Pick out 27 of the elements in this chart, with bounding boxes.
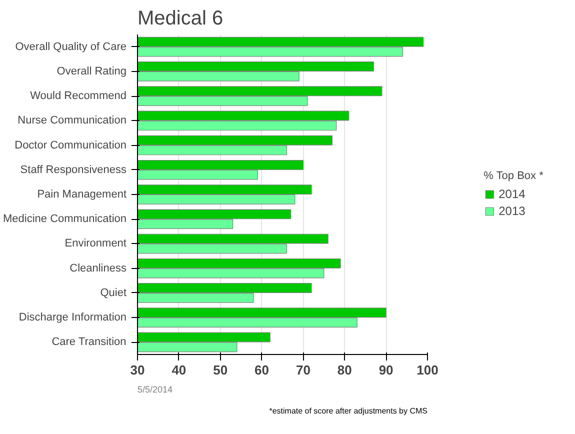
text: *estimate of score after adjustments by CMS xyxy=(269,406,428,416)
y-tick-label: Quiet xyxy=(100,286,127,299)
y-tick-label: Discharge Information xyxy=(18,312,127,324)
y-tick-label: Doctor Communication xyxy=(14,139,126,152)
legend-label: 2014 xyxy=(498,187,526,201)
y-tick-label: Would Recommend xyxy=(30,90,127,102)
chart-title: Medical 6 xyxy=(138,8,224,30)
y-tick-label: Pain Management xyxy=(37,188,127,200)
y-tick-label: Medicine Communication xyxy=(3,213,126,226)
y-tick-label: Staff Responsiveness xyxy=(20,164,127,176)
x-tick-label: 100 xyxy=(416,362,438,378)
y-tick-label: Overall Rating xyxy=(56,65,127,78)
x-tick-label: 60 xyxy=(254,362,270,378)
legend-label: 2013 xyxy=(498,204,526,218)
y-tick-label: Overall Quality of Care xyxy=(15,40,127,53)
legend-title: % Top Box * xyxy=(484,170,544,182)
x-tick-label: 70 xyxy=(296,362,310,378)
x-tick-label: 30 xyxy=(130,362,145,378)
x-tick-label: 40 xyxy=(172,362,186,378)
x-tick-label: 80 xyxy=(337,362,352,378)
y-tick-label: Cleanliness xyxy=(70,262,127,274)
x-tick-label: 50 xyxy=(213,362,228,378)
y-tick-label: Environment xyxy=(64,238,127,250)
y-tick-label: Nurse Communication xyxy=(18,114,127,127)
text: 5/5/2014 xyxy=(138,384,173,394)
x-tick-label: 90 xyxy=(378,362,394,378)
y-tick-label: Care Transition xyxy=(52,336,126,348)
